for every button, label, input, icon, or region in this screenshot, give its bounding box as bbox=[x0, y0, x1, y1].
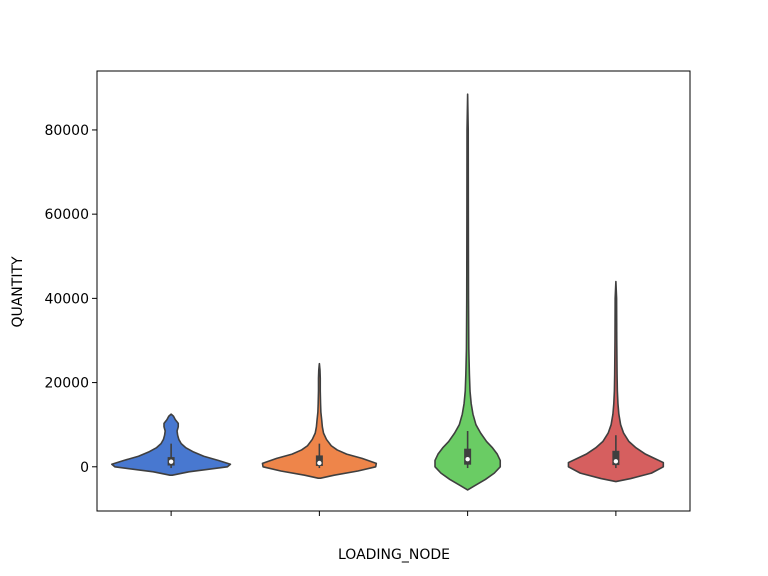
violin-median bbox=[317, 460, 322, 466]
y-tick-label: 80000 bbox=[44, 123, 89, 139]
violin-median bbox=[465, 457, 470, 462]
y-axis-label: QUANTITY bbox=[10, 256, 26, 328]
x-axis-label: LOADING_NODE bbox=[338, 547, 450, 563]
y-tick-label: 60000 bbox=[44, 207, 89, 223]
violin-iqr-box bbox=[315, 455, 323, 466]
violin-median bbox=[168, 459, 174, 464]
violin-body bbox=[434, 93, 502, 491]
violin-iqr-box bbox=[612, 450, 620, 466]
violin-group bbox=[111, 93, 665, 491]
violin-body bbox=[567, 280, 665, 483]
plot-frame bbox=[96, 70, 691, 512]
y-tick-label: 40000 bbox=[44, 291, 89, 307]
y-axis: 0 20000 40000 60000 80000 bbox=[44, 123, 97, 476]
y-tick-label: 0 bbox=[80, 460, 89, 476]
violin-body bbox=[261, 362, 378, 479]
violin-iqr-box bbox=[464, 448, 472, 465]
y-tick-label: 20000 bbox=[44, 376, 89, 392]
x-axis bbox=[170, 511, 617, 516]
violin-median bbox=[613, 459, 619, 464]
